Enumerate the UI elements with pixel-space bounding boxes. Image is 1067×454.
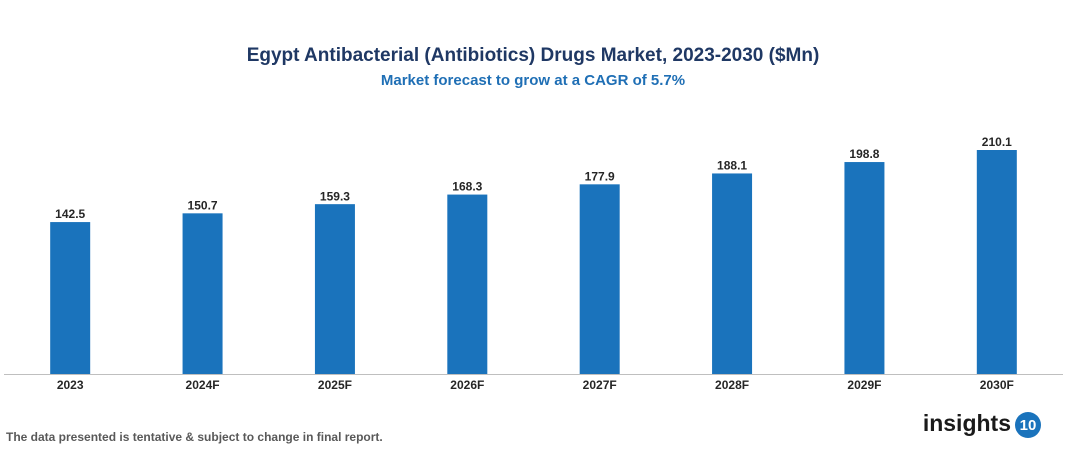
value-label: 159.3 <box>320 189 350 203</box>
bar <box>447 194 488 374</box>
bar <box>314 204 355 374</box>
bar <box>182 213 223 374</box>
chart-title: Egypt Antibacterial (Antibiotics) Drugs … <box>247 45 820 66</box>
x-tick-label: 2029F <box>847 378 881 392</box>
bar <box>50 222 91 374</box>
logo-text: insights <box>923 410 1011 436</box>
chart-subtitle: Market forecast to grow at a CAGR of 5.7… <box>381 72 685 89</box>
x-tick-label: 2027F <box>583 378 617 392</box>
x-tick-label: 2028F <box>715 378 749 392</box>
x-tick-label: 2024F <box>186 378 220 392</box>
value-label: 150.7 <box>188 199 218 213</box>
bar <box>712 173 753 374</box>
value-label: 210.1 <box>982 135 1012 149</box>
bar <box>844 162 885 374</box>
value-label: 198.8 <box>849 147 879 161</box>
x-tick-label: 2025F <box>318 378 352 392</box>
x-tick-label: 2030F <box>980 378 1014 392</box>
logo-badge-text: 10 <box>1020 417 1037 434</box>
logo-badge <box>1015 412 1041 438</box>
value-label: 142.5 <box>55 207 85 221</box>
bar <box>976 150 1017 374</box>
x-tick-label: 2026F <box>450 378 484 392</box>
value-label: 177.9 <box>585 170 615 184</box>
value-label: 188.1 <box>717 159 747 173</box>
value-label: 168.3 <box>452 180 482 194</box>
x-tick-label: 2023 <box>57 378 84 392</box>
footnote: The data presented is tentative & subjec… <box>6 430 383 444</box>
bar <box>579 184 620 374</box>
